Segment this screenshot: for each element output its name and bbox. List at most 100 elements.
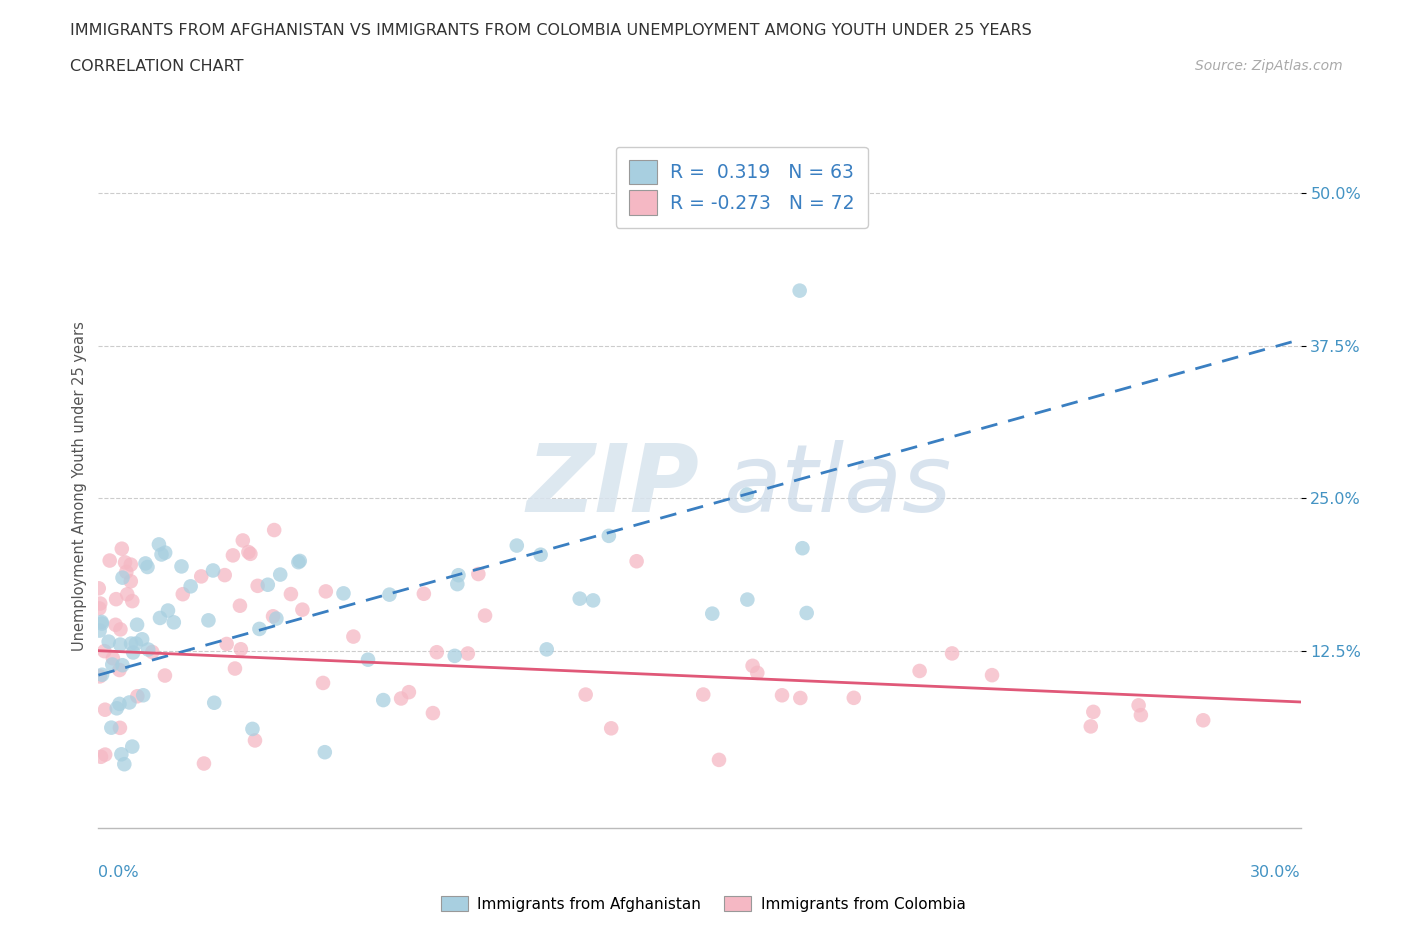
Point [600,721,623,736]
Point [789,284,811,299]
Point [741,658,763,673]
Point [626,553,648,568]
Point [342,629,364,644]
Point [131,631,153,646]
Point [735,487,758,502]
Point [314,745,336,760]
Point [398,684,420,699]
Point [121,739,143,754]
Point [120,557,142,572]
Point [202,696,225,711]
Point [90,617,112,631]
Point [90,750,112,764]
Point [1192,712,1215,727]
Point [100,720,122,735]
Point [575,687,598,702]
Point [108,697,131,711]
Point [239,547,262,562]
Point [91,668,114,683]
Point [224,661,246,676]
Point [412,586,434,601]
Point [702,606,724,621]
Point [120,574,142,589]
Point [332,586,354,601]
Point [101,651,124,666]
Point [789,691,811,706]
Point [1080,719,1102,734]
Point [93,644,115,658]
Point [747,665,769,680]
Point [98,553,121,568]
Point [149,610,172,625]
Point [288,553,311,568]
Point [132,688,155,703]
Point [506,538,529,553]
Point [426,644,449,659]
Point [87,581,110,596]
Point [104,618,127,632]
Point [111,570,134,585]
Point [122,645,145,660]
Point [202,563,225,578]
Point [229,642,252,657]
Point [249,621,271,636]
Point [312,675,335,690]
Point [232,533,254,548]
Point [229,598,252,613]
Point [141,644,163,659]
Point [256,578,278,592]
Point [457,646,479,661]
Point [150,547,173,562]
Point [536,642,558,657]
Point [692,687,714,702]
Point [111,658,134,672]
Point [153,545,176,560]
Point [134,556,156,571]
Point [269,567,291,582]
Point [110,622,132,637]
Point [262,609,284,624]
Point [108,662,131,677]
Point [115,587,138,602]
Point [111,541,134,556]
Point [89,623,111,638]
Text: atlas: atlas [724,441,952,531]
Point [105,591,128,606]
Text: Source: ZipAtlas.com: Source: ZipAtlas.com [1195,59,1343,73]
Text: IMMIGRANTS FROM AFGHANISTAN VS IMMIGRANTS FROM COLOMBIA UNEMPLOYMENT AMONG YOUTH: IMMIGRANTS FROM AFGHANISTAN VS IMMIGRANT… [70,23,1032,38]
Point [242,722,264,737]
Point [474,608,496,623]
Point [148,537,170,551]
Point [153,668,176,683]
Point [89,601,111,616]
Point [115,565,138,579]
Point [105,701,128,716]
Point [1128,698,1150,712]
Point [447,568,470,583]
Point [246,578,269,593]
Y-axis label: Unemployment Among Youth under 25 years: Unemployment Among Youth under 25 years [72,321,87,651]
Point [101,658,124,672]
Point [136,560,159,575]
Point [908,663,931,678]
Point [89,669,111,684]
Point [180,578,202,593]
Point [582,593,605,608]
Point [97,634,120,649]
Point [127,689,149,704]
Point [941,646,963,661]
Point [707,752,730,767]
Point [110,747,132,762]
Point [792,540,814,555]
Point [770,688,793,703]
Point [280,587,302,602]
Point [266,611,288,626]
Point [89,596,111,611]
Point [842,690,865,705]
Point [315,584,337,599]
Point [193,756,215,771]
Point [443,648,465,663]
Point [222,548,245,563]
Point [118,695,141,710]
Point [125,618,148,632]
